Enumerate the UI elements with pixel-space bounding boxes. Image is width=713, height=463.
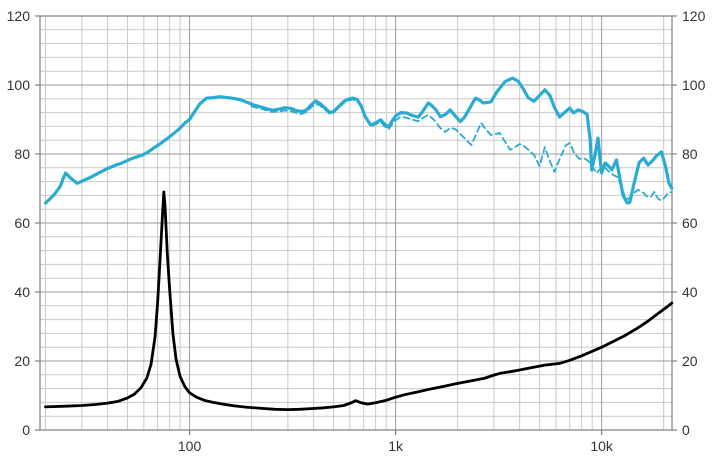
y-tick-label-left: 80 xyxy=(14,146,30,162)
y-axis-labels-right: 0 20 40 60 80 100 120 xyxy=(682,8,706,438)
axis-ticks xyxy=(35,15,677,435)
y-tick-label-right: 0 xyxy=(682,422,690,438)
y-axis-labels-left: 0 20 40 60 80 100 120 xyxy=(7,8,31,438)
y-tick-label-left: 100 xyxy=(7,77,31,93)
x-tick-label: 10k xyxy=(590,438,614,454)
y-tick-label-left: 60 xyxy=(14,215,30,231)
x-tick-label: 1k xyxy=(388,438,404,454)
y-tick-label-right: 100 xyxy=(682,77,706,93)
y-tick-label-left: 20 xyxy=(14,353,30,369)
y-tick-label-left: 0 xyxy=(22,422,30,438)
y-tick-label-right: 60 xyxy=(682,215,698,231)
y-tick-label-left: 40 xyxy=(14,284,30,300)
spl-on-axis-curve xyxy=(43,76,674,205)
major-gridlines xyxy=(40,16,672,430)
y-tick-label-right: 120 xyxy=(682,8,706,24)
impedance-curve xyxy=(44,190,674,412)
x-axis-labels: 100 1k 10k xyxy=(178,438,614,454)
y-tick-label-left: 120 xyxy=(7,8,31,24)
x-tick-label: 100 xyxy=(178,438,202,454)
spl-off-axis-curve xyxy=(250,98,673,202)
y-tick-label-right: 40 xyxy=(682,284,698,300)
y-tick-label-right: 80 xyxy=(682,146,698,162)
y-tick-label-right: 20 xyxy=(682,353,698,369)
